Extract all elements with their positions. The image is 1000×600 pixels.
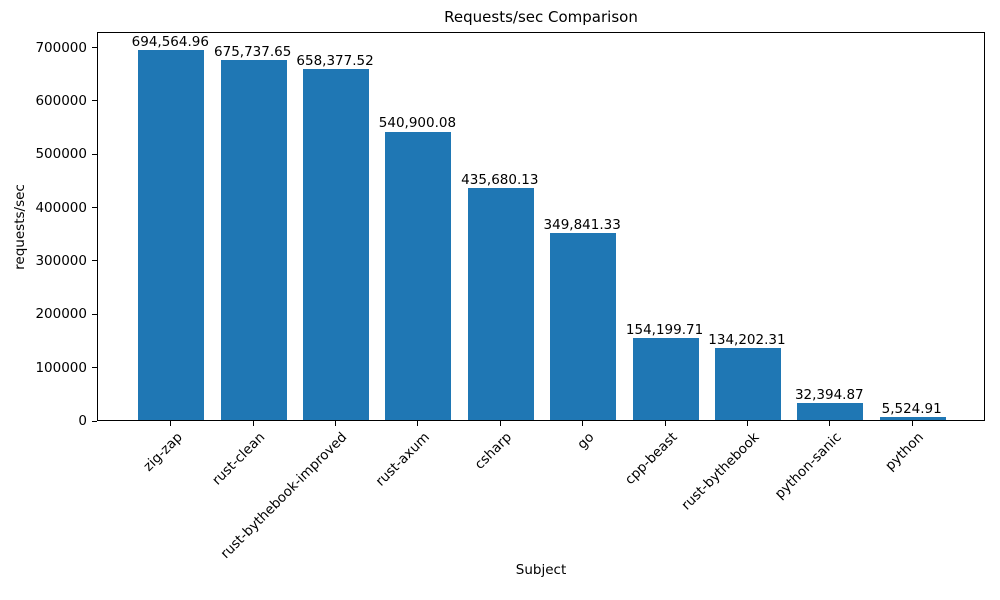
y-tick-mark <box>92 260 97 262</box>
x-tick-label: cpp-beast <box>621 429 681 488</box>
bar <box>797 402 864 420</box>
y-tick-label: 400000 <box>35 199 87 216</box>
y-tick-label: 700000 <box>35 39 87 56</box>
bar-value-label: 349,841.33 <box>543 217 621 234</box>
bar <box>138 49 205 420</box>
bar <box>303 68 369 420</box>
x-axis-label: Subject <box>515 562 567 578</box>
bar <box>467 187 534 420</box>
y-tick-label: 200000 <box>35 306 87 323</box>
x-tick-mark <box>417 421 419 426</box>
x-tick-mark <box>746 421 748 426</box>
x-tick-mark <box>911 421 913 426</box>
x-tick-mark <box>252 421 254 426</box>
bar-value-label: 675,737.65 <box>214 43 292 60</box>
x-tick-label: go <box>574 429 598 453</box>
plot-area <box>97 32 985 421</box>
y-tick-mark <box>92 367 97 369</box>
y-tick-label: 100000 <box>35 359 87 376</box>
y-tick-mark <box>92 47 97 49</box>
y-axis-label: requests/sec <box>12 184 28 270</box>
x-tick-mark <box>335 421 337 426</box>
bar <box>632 337 699 420</box>
x-tick-mark <box>582 421 584 426</box>
x-tick-mark <box>829 421 831 426</box>
y-tick-mark <box>92 207 97 209</box>
x-tick-label: rust-bythebook <box>678 429 763 514</box>
y-tick-label: 300000 <box>35 252 87 269</box>
bar-value-label: 694,564.96 <box>131 33 209 50</box>
x-tick-label: python <box>882 429 928 475</box>
chart-title: Requests/sec Comparison <box>444 8 638 26</box>
y-tick-mark <box>92 420 97 422</box>
y-tick-mark <box>92 100 97 102</box>
bar-value-label: 32,394.87 <box>794 386 864 403</box>
bar-value-label: 540,900.08 <box>378 115 457 132</box>
x-tick-mark <box>664 421 666 426</box>
bar <box>550 233 617 420</box>
x-tick-label: rust-clean <box>209 429 269 489</box>
bar-value-label: 134,202.31 <box>708 332 786 349</box>
x-tick-mark <box>170 421 172 426</box>
bar <box>714 348 781 420</box>
bar <box>879 417 946 420</box>
x-tick-label: zig-zap <box>140 429 186 475</box>
y-tick-mark <box>92 313 97 315</box>
x-tick-label: python-sanic <box>771 429 845 503</box>
bar <box>385 131 452 420</box>
x-tick-mark <box>499 421 501 426</box>
x-tick-label: csharp <box>472 429 516 473</box>
bar <box>220 59 287 420</box>
bar-value-label: 435,680.13 <box>461 171 539 188</box>
y-tick-label: 0 <box>78 413 87 429</box>
bar-value-label: 658,377.52 <box>296 52 374 69</box>
bar-value-label: 5,524.91 <box>881 401 942 418</box>
x-tick-label: rust-axum <box>372 429 434 490</box>
y-tick-label: 500000 <box>35 146 87 163</box>
bar-value-label: 154,199.71 <box>625 321 704 338</box>
y-tick-mark <box>92 153 97 155</box>
y-tick-label: 600000 <box>35 92 87 109</box>
